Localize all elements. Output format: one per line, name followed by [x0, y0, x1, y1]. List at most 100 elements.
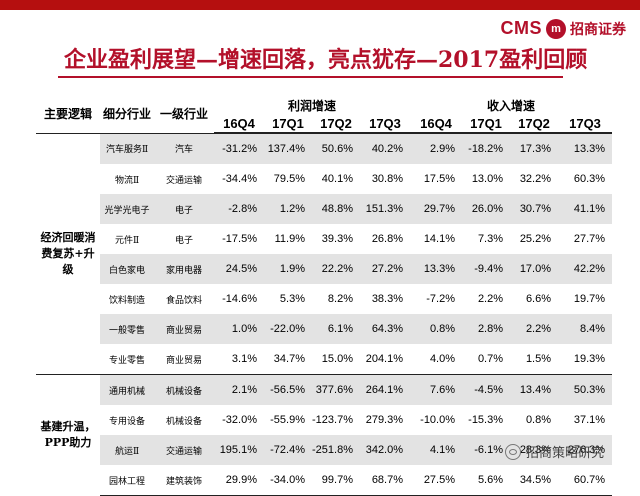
value-cell: 30.7%: [510, 194, 559, 224]
value-cell: 27.2%: [360, 254, 411, 284]
sub-industry-cell: 航运Ⅱ: [100, 435, 154, 465]
value-cell: 99.7%: [312, 465, 360, 496]
value-cell: -34.0%: [264, 465, 312, 496]
value-cell: 37.1%: [573, 414, 606, 426]
watermark: 招商策略研究: [505, 442, 604, 461]
value-cell: 19.7%: [573, 293, 606, 305]
value-cell: 17.5%: [423, 173, 456, 185]
value-cell: 13.3%: [558, 132, 613, 164]
value-cell: 137.4%: [264, 132, 312, 164]
value-cell: 40.1%: [321, 173, 353, 185]
industry-cell: 家用电器: [154, 254, 214, 284]
table-row: 专业零售 商业贸易 3.1% 34.7% 15.0% 204.1% 4.0% 0.7% 1.5%…: [36, 344, 612, 375]
value-cell: -15.3%: [468, 414, 504, 426]
value-cell: 1.5%: [525, 353, 552, 365]
industry-cell: 汽车: [154, 132, 214, 164]
value-cell: 38.3%: [371, 293, 404, 305]
value-cell: 5.3%: [279, 293, 305, 305]
value-cell: 68.7%: [360, 465, 411, 496]
value-cell: 27.7%: [573, 233, 606, 245]
value-cell: -9.4%: [462, 254, 511, 284]
value-cell: 29.9%: [214, 465, 264, 496]
value-cell: 279.3%: [365, 414, 404, 426]
header-quarter: 16Q4: [410, 115, 463, 134]
watermark-text: 招商策略研究: [526, 446, 605, 461]
value-cell: 8.2%: [327, 293, 353, 305]
value-cell: -72.4%: [264, 435, 312, 465]
value-cell: 1.2%: [264, 194, 312, 224]
value-cell: -7.2%: [426, 293, 456, 305]
industry-cell: 交通运输: [154, 435, 214, 465]
value-cell: 151.3%: [360, 194, 411, 224]
header-quarter: 17Q3: [360, 115, 411, 134]
title-underline: [58, 76, 563, 78]
value-cell: 39.3%: [321, 233, 353, 245]
value-cell: -17.5%: [222, 233, 257, 245]
top-accent-bar: [0, 0, 640, 10]
sub-industry-cell: 物流Ⅱ: [114, 175, 140, 186]
sub-industry-cell: 专用设备: [108, 416, 145, 427]
value-cell: 26.0%: [462, 194, 511, 224]
sub-industry-cell: 一般零售: [100, 314, 154, 344]
table-row: 物流Ⅱ 交通运输 -34.4% 79.5% 40.1% 30.8% 17.5% 13.0% 32…: [36, 164, 612, 194]
value-cell: 19.3%: [573, 353, 606, 365]
value-cell: 79.5%: [273, 173, 305, 185]
header-quarter: 17Q2: [510, 115, 559, 134]
page-title: 企业盈利展望—增速回落，亮点犹存—2017盈利回顾: [64, 47, 588, 73]
earnings-table: 主要逻辑 细分行业 一级行业 利润增速 收入增速 16Q4 17Q1 17Q2 …: [36, 97, 613, 496]
value-cell: 29.7%: [410, 194, 463, 224]
sub-industry-cell: 园林工程: [100, 465, 154, 496]
sub-industry-cell: 光学光电子: [100, 194, 154, 224]
value-cell: 28.3%: [510, 435, 559, 465]
value-cell: 64.3%: [360, 314, 411, 344]
logo-chinese-text: 招商证券: [570, 21, 626, 38]
header-industry: 一级行业: [159, 107, 208, 122]
sub-industry-cell: 通用机械: [100, 374, 154, 405]
value-cell: 42.2%: [558, 254, 613, 284]
value-cell: 2.1%: [214, 374, 264, 405]
value-cell: -10.0%: [420, 414, 456, 426]
value-cell: 34.7%: [273, 353, 305, 365]
header-revenue-growth: 收入增速: [487, 98, 536, 113]
value-cell: 1.9%: [264, 254, 312, 284]
group-label: 经济回暖消费复苏+升级: [36, 132, 100, 375]
value-cell: -18.2%: [462, 132, 511, 164]
value-cell: 50.6%: [312, 132, 360, 164]
value-cell: 7.3%: [477, 233, 504, 245]
value-cell: -55.9%: [270, 414, 305, 426]
value-cell: 50.3%: [558, 374, 613, 405]
value-cell: 3.1%: [231, 353, 257, 365]
value-cell: 25.2%: [519, 233, 552, 245]
header-quarter: 17Q1: [264, 115, 312, 134]
value-cell: 1.0%: [214, 314, 264, 344]
table-row: 航运Ⅱ 交通运输 195.1% -72.4% -251.8% 342.0% 4.1% -6.1…: [36, 435, 613, 465]
value-cell: 0.7%: [477, 353, 504, 365]
value-cell: 14.1%: [423, 233, 456, 245]
value-cell: 204.1%: [365, 353, 404, 365]
value-cell: 24.5%: [214, 254, 264, 284]
value-cell: 41.1%: [558, 194, 613, 224]
value-cell: -56.5%: [264, 374, 312, 405]
value-cell: -22.0%: [264, 314, 312, 344]
value-cell: 27.5%: [410, 465, 463, 496]
table-row: 一般零售 商业贸易 1.0% -22.0% 6.1% 64.3% 0.8% 2.8% 2.2% 8…: [36, 314, 613, 344]
value-cell: -14.6%: [222, 293, 257, 305]
header-sub-industry: 细分行业: [102, 107, 151, 122]
cms-logo: CMS m 招商证券: [501, 18, 626, 39]
value-cell: 48.8%: [312, 194, 360, 224]
value-cell: 4.1%: [410, 435, 463, 465]
value-cell: 22.2%: [312, 254, 360, 284]
industry-cell: 商业贸易: [165, 355, 202, 366]
value-cell: 26.8%: [371, 233, 404, 245]
value-cell: -6.1%: [462, 435, 511, 465]
value-cell: 2.8%: [462, 314, 511, 344]
value-cell: 0.8%: [525, 414, 552, 426]
value-cell: -34.4%: [222, 173, 257, 185]
value-cell: 6.6%: [525, 293, 552, 305]
value-cell: 15.0%: [321, 353, 353, 365]
group-label: 基建升温，PPP助力: [36, 374, 100, 496]
value-cell: 13.0%: [471, 173, 504, 185]
value-cell: -31.2%: [214, 132, 264, 164]
industry-cell: 交通运输: [165, 175, 202, 186]
value-cell: -2.8%: [214, 194, 264, 224]
